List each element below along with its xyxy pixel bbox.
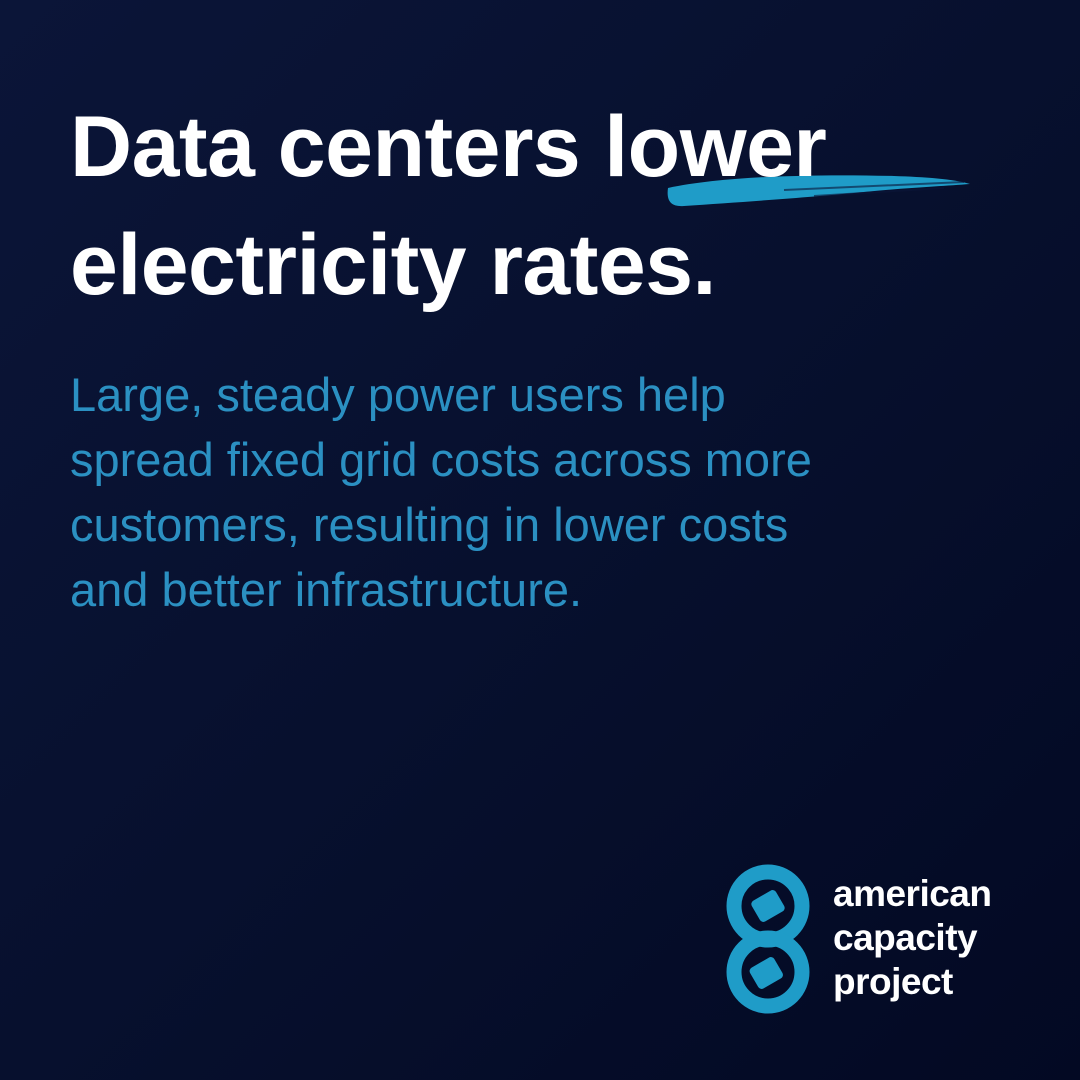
- logo-line: american: [833, 873, 992, 914]
- body-line: and better infrastructure.: [70, 563, 583, 616]
- body-line: customers, resulting in lower costs: [70, 498, 789, 551]
- logo-icon: [726, 864, 810, 1014]
- logo-text: american capacity project: [833, 872, 992, 1004]
- headline: Data centers lower electricity rates.: [70, 88, 827, 324]
- logo-line: project: [833, 961, 953, 1002]
- headline-text: Data centers: [70, 99, 581, 195]
- logo-line: capacity: [833, 917, 978, 958]
- body-line: spread fixed grid costs across more: [70, 433, 812, 486]
- brush-stroke: [667, 175, 970, 207]
- body-line: Large, steady power users help: [70, 368, 726, 421]
- headline-highlight: lower: [604, 99, 827, 195]
- headline-text: electricity rates.: [70, 217, 716, 313]
- body-text: Large, steady power users help spread fi…: [70, 362, 812, 622]
